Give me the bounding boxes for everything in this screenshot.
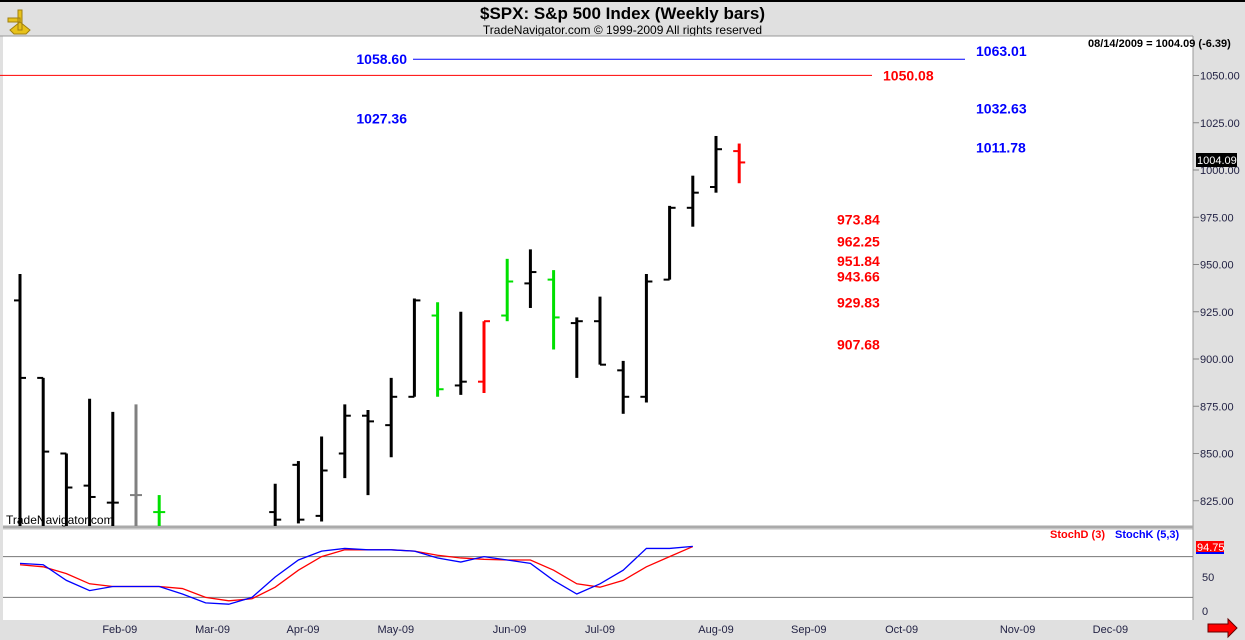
scroll-right-arrow-icon[interactable]	[1207, 617, 1238, 639]
y-tick-label: 975.00	[1200, 212, 1234, 224]
watermark: TradeNavigator.com	[6, 513, 114, 527]
quote-readout: 08/14/2009 = 1004.09 (-6.39)	[1088, 38, 1231, 50]
level-label: 951.84	[837, 253, 880, 269]
y-tick-label: 850.00	[1200, 449, 1234, 461]
x-tick-label: May-09	[377, 624, 414, 636]
x-tick-label: Mar-09	[195, 624, 230, 636]
y-tick-label: 1000.00	[1200, 165, 1240, 177]
y-tick-label: 1025.00	[1200, 118, 1240, 130]
stoch-last-label: 94.75	[1197, 542, 1225, 554]
level-label: 907.68	[837, 336, 880, 352]
level-label: 1050.08	[883, 67, 934, 83]
stoch-panel	[3, 530, 1193, 620]
level-label: 1027.36	[356, 110, 407, 126]
level-label: 1058.60	[356, 51, 407, 67]
level-label: 1011.78	[976, 140, 1026, 156]
y-tick-label: 825.00	[1200, 496, 1234, 508]
price-panel	[3, 36, 1193, 526]
x-tick-label: Dec-09	[1093, 624, 1128, 636]
x-tick-label: Aug-09	[698, 624, 733, 636]
x-tick-label: Jul-09	[585, 624, 615, 636]
sextant-logo-icon	[7, 9, 31, 35]
y-tick-label: 1050.00	[1200, 71, 1240, 83]
level-label: 929.83	[837, 295, 880, 311]
x-tick-label: Oct-09	[885, 624, 918, 636]
x-tick-label: Apr-09	[287, 624, 320, 636]
legend-stochd: StochD (3)	[1050, 529, 1105, 541]
x-tick-label: Nov-09	[1000, 624, 1035, 636]
window-top-border	[0, 0, 1245, 2]
level-label: 1063.01	[976, 43, 1027, 59]
y-tick-label: 925.00	[1200, 307, 1234, 319]
x-tick-label: Feb-09	[102, 624, 137, 636]
y-tick-label: 950.00	[1200, 260, 1234, 272]
stoch-y-tick-label: 0	[1202, 606, 1208, 618]
level-label: 1032.63	[976, 100, 1027, 116]
level-label: 962.25	[837, 233, 880, 249]
y-tick-label: 875.00	[1200, 401, 1234, 413]
stoch-line-k	[19, 545, 693, 605]
chart-subtitle: TradeNavigator.com © 1999-2009 All right…	[482, 23, 763, 37]
x-tick-label: Sep-09	[791, 624, 826, 636]
level-label: 943.66	[837, 268, 880, 284]
level-label: 973.84	[837, 211, 880, 227]
x-tick-label: Jun-09	[493, 624, 527, 636]
last-price-label: 1004.09	[1197, 155, 1237, 167]
stoch-y-tick-label: 50	[1202, 572, 1214, 584]
y-tick-label: 900.00	[1200, 354, 1234, 366]
chart-title: $SPX: S&p 500 Index (Weekly bars)	[479, 4, 766, 23]
legend-stochk: StochK (5,3)	[1115, 529, 1180, 541]
